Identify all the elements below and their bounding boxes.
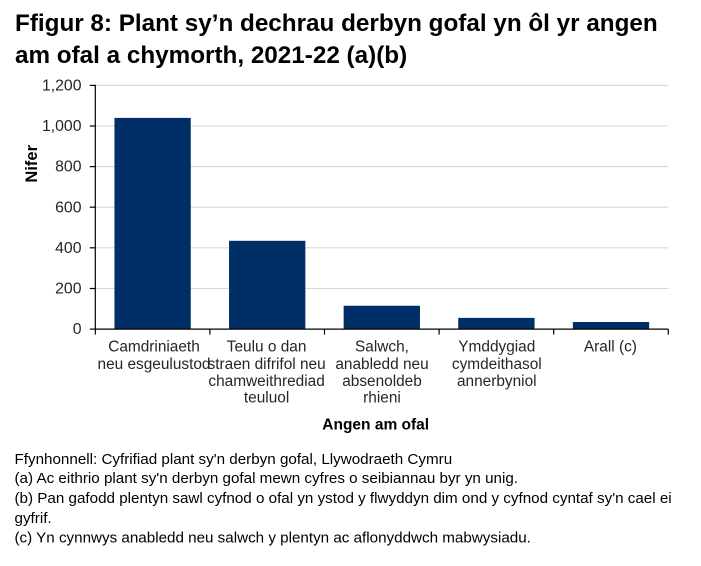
svg-text:200: 200 [55, 281, 82, 298]
svg-text:400: 400 [55, 240, 82, 257]
svg-text:am ofal a chymorth, 2021-22 (a: am ofal a chymorth, 2021-22 (a)(b) [15, 42, 407, 69]
svg-text:straen difrifol neu: straen difrifol neu [208, 356, 326, 373]
svg-text:Teulu o dan: Teulu o dan [227, 339, 307, 356]
svg-text:(b) Pan gafodd plentyn sawl cy: (b) Pan gafodd plentyn sawl cyfnod o ofa… [15, 490, 672, 507]
svg-text:Angen am ofal: Angen am ofal [322, 416, 429, 433]
svg-text:Ymddygiad: Ymddygiad [458, 339, 535, 356]
svg-text:absenoldeb: absenoldeb [342, 373, 422, 390]
svg-text:Nifer: Nifer [23, 144, 41, 182]
svg-text:600: 600 [55, 199, 82, 216]
svg-text:Ffigur 8: Plant sy’n dechrau d: Ffigur 8: Plant sy’n dechrau derbyn gofa… [15, 10, 658, 37]
svg-text:1,200: 1,200 [42, 77, 82, 94]
svg-text:anabledd neu: anabledd neu [335, 356, 428, 373]
svg-text:Salwch,: Salwch, [355, 339, 409, 356]
svg-text:Arall (c): Arall (c) [584, 339, 637, 356]
svg-text:chamweithrediad: chamweithrediad [208, 373, 324, 390]
svg-text:annerbyniol: annerbyniol [457, 373, 537, 390]
svg-text:(c) Yn cynnwys anabledd neu sa: (c) Yn cynnwys anabledd neu salwch y ple… [15, 530, 531, 547]
svg-text:teuluol: teuluol [244, 390, 289, 407]
svg-text:cymdeithasol: cymdeithasol [452, 356, 542, 373]
svg-text:Camdriniaeth: Camdriniaeth [108, 339, 200, 356]
svg-text:Ffynhonnell: Cyfrifiad plant s: Ffynhonnell: Cyfrifiad plant sy'n derbyn… [15, 451, 453, 468]
svg-text:0: 0 [73, 321, 82, 338]
svg-text:800: 800 [55, 159, 82, 176]
svg-text:neu esgeulustod: neu esgeulustod [98, 356, 211, 373]
svg-text:(a) Ac eithrio plant sy'n derb: (a) Ac eithrio plant sy'n derbyn gofal m… [15, 470, 519, 487]
svg-text:gyfrif.: gyfrif. [15, 510, 52, 527]
svg-text:1,000: 1,000 [42, 118, 82, 135]
svg-text:rhieni: rhieni [363, 390, 401, 407]
